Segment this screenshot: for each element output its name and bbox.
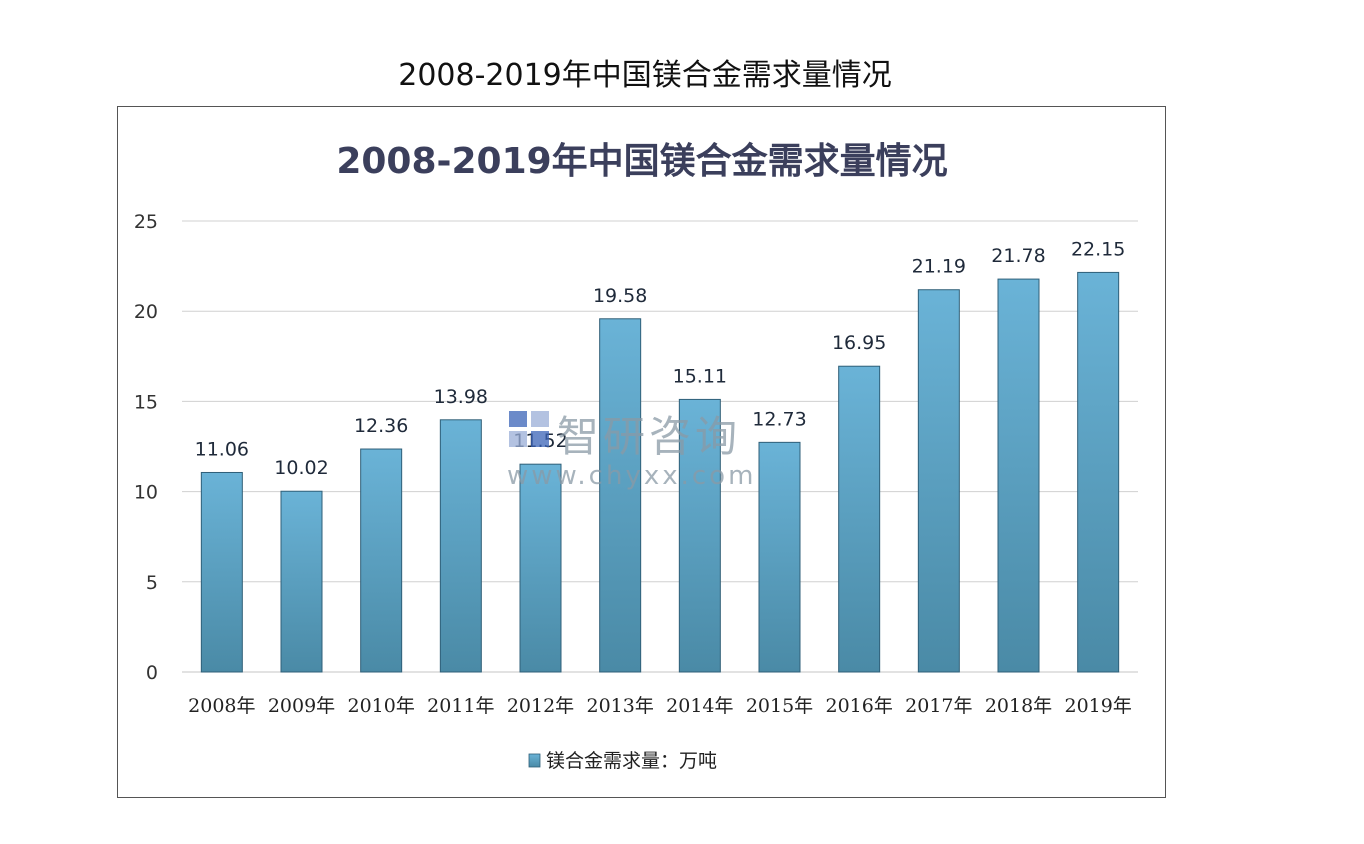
gridlines [182, 220, 1138, 673]
bar [200, 471, 243, 673]
legend: 镁合金需求量：万吨 [528, 750, 717, 772]
chart-frame: 2008-2019年中国镁合金需求量情况 0 5 10 15 20 25 11.06 10.… [117, 106, 1166, 798]
y-axis-ticks: 0 5 10 15 20 25 [134, 211, 158, 684]
data-label: 11.06 [195, 438, 249, 460]
data-label: 12.73 [752, 408, 806, 430]
x-axis-ticks: 2008年 2009年 2010年 2011年 2012年 2013年 2014年 2015年… [188, 695, 1132, 717]
bar [360, 448, 403, 673]
x-tick-label: 2009年 [268, 695, 335, 717]
x-tick-label: 2013年 [586, 695, 653, 717]
bar [519, 463, 562, 673]
data-label: 21.78 [991, 245, 1045, 267]
data-label: 15.11 [673, 365, 727, 387]
bar [758, 441, 801, 673]
bar [439, 419, 482, 673]
data-label: 13.98 [434, 386, 488, 408]
x-tick-label: 2010年 [347, 695, 414, 717]
data-label: 19.58 [593, 285, 647, 307]
page-title: 2008-2019年中国镁合金需求量情况 [398, 58, 892, 93]
bars [200, 271, 1120, 673]
x-tick-label: 2014年 [666, 695, 733, 717]
bar-chart: 2008-2019年中国镁合金需求量情况 0 5 10 15 20 25 11.06 10.… [134, 140, 1138, 772]
y-tick-label: 15 [134, 391, 158, 413]
bar [280, 490, 323, 673]
bar [997, 278, 1040, 673]
y-tick-label: 10 [134, 482, 158, 504]
x-tick-label: 2019年 [1064, 695, 1131, 717]
y-tick-label: 25 [134, 211, 158, 233]
data-label: 10.02 [274, 457, 328, 479]
data-label: 12.36 [354, 415, 408, 437]
legend-label: 镁合金需求量：万吨 [546, 750, 717, 772]
data-label: 22.15 [1071, 238, 1125, 260]
x-tick-label: 2018年 [985, 695, 1052, 717]
chart-title: 2008-2019年中国镁合金需求量情况 [336, 140, 947, 182]
bar [917, 289, 960, 673]
bar [1077, 271, 1120, 673]
x-tick-label: 2015年 [746, 695, 813, 717]
data-label: 16.95 [832, 332, 886, 354]
y-tick-label: 0 [146, 662, 158, 684]
data-labels: 11.06 10.02 12.36 13.98 11.52 19.58 15.11 12.73… [195, 238, 1126, 479]
legend-swatch [528, 753, 541, 768]
data-label: 11.52 [513, 430, 567, 452]
data-label: 21.19 [912, 256, 966, 278]
x-tick-label: 2017年 [905, 695, 972, 717]
bar [599, 318, 642, 673]
x-tick-label: 2012年 [507, 695, 574, 717]
y-tick-label: 20 [134, 301, 158, 323]
bar [678, 398, 721, 673]
bar [838, 365, 881, 673]
x-tick-label: 2008年 [188, 695, 255, 717]
x-tick-label: 2011年 [427, 695, 494, 717]
y-tick-label: 5 [146, 572, 158, 594]
x-tick-label: 2016年 [825, 695, 892, 717]
